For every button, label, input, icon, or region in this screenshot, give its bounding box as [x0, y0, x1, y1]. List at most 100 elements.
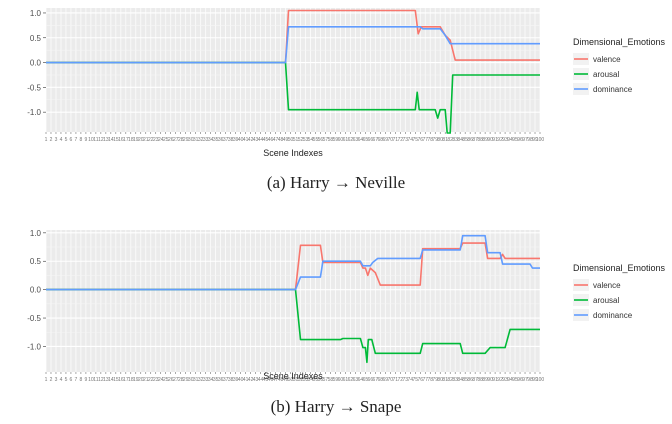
y-tick-label: 1.0: [30, 229, 42, 238]
x-tick-label: 23: [153, 137, 159, 143]
x-tick-label: 31: [193, 137, 199, 143]
x-tick-label: 35: [213, 377, 219, 383]
x-tick-label: 22: [148, 377, 154, 383]
y-tick-label: -1.0: [27, 342, 41, 351]
x-tick-label: 28: [178, 137, 184, 143]
x-tick-label: 52: [298, 137, 304, 143]
x-tick-label: 28: [178, 377, 184, 383]
x-tick-label: 39: [233, 377, 239, 383]
x-tick-label: 84: [457, 377, 463, 383]
x-tick-label: 91: [492, 377, 498, 383]
x-tick-label: 82: [447, 377, 453, 383]
x-tick-label: 95: [512, 137, 518, 143]
x-tick-label: 48: [278, 137, 284, 143]
x-tick-label: 57: [323, 137, 329, 143]
x-tick-label: 87: [472, 377, 478, 383]
plot-panel: [46, 8, 540, 132]
figure-harry-neville: 1.0 0.5 0.0 -0.5 -1.0 1 2 3 4 5 6 7 8 9 10 11 12 13 14 15 16…: [0, 0, 672, 200]
x-tick-label: 24: [158, 377, 164, 383]
x-tick-label: 12: [98, 377, 104, 383]
x-tick-label: 29: [183, 377, 189, 383]
x-tick-label: 18: [128, 137, 134, 143]
x-tick-label: 6: [70, 377, 73, 383]
x-tick-label: 99: [532, 377, 538, 383]
x-tick-label: 90: [487, 377, 493, 383]
x-tick-label: 69: [383, 377, 389, 383]
x-tick-label: 56: [318, 377, 324, 383]
x-tick-label: 16: [118, 137, 124, 143]
x-tick-label: 40: [238, 137, 244, 143]
x-tick-label: 25: [163, 137, 169, 143]
x-tick-label: 6: [70, 137, 73, 143]
x-tick-label: 82: [447, 137, 453, 143]
x-tick-label: 68: [378, 377, 384, 383]
x-tick-label: 2: [50, 377, 53, 383]
x-tick-label: 85: [462, 377, 468, 383]
x-tick-label: 38: [228, 137, 234, 143]
x-tick-label: 86: [467, 377, 473, 383]
x-tick-label: 96: [517, 137, 523, 143]
x-tick-label: 8: [80, 377, 83, 383]
x-tick-label: 21: [143, 377, 149, 383]
x-tick-label: 15: [113, 377, 119, 383]
x-tick-label: 20: [138, 137, 144, 143]
x-tick-label: 4: [60, 377, 63, 383]
x-tick-label: 93: [502, 137, 508, 143]
x-tick-label: 14: [108, 137, 114, 143]
x-tick-label: 92: [497, 377, 503, 383]
x-tick-label: 30: [188, 377, 194, 383]
x-tick-label: 71: [393, 137, 399, 143]
x-tick-label: 77: [422, 377, 428, 383]
x-tick-label: 88: [477, 377, 483, 383]
x-tick-label: 39: [233, 137, 239, 143]
x-tick-label: 30: [188, 137, 194, 143]
x-tick-label: 29: [183, 137, 189, 143]
x-tick-label: 80: [437, 137, 443, 143]
legend-label-arousal: arousal: [593, 70, 619, 79]
x-tick-label: 51: [293, 377, 299, 383]
x-tick-label: 38: [228, 377, 234, 383]
x-tick-label: 55: [313, 377, 319, 383]
x-tick-label: 76: [417, 377, 423, 383]
x-tick-label: 7: [75, 377, 78, 383]
x-tick-label: 34: [208, 377, 214, 383]
x-tick-label: 79: [432, 137, 438, 143]
x-tick-label: 1: [45, 377, 48, 383]
x-tick-label: 10: [88, 137, 94, 143]
x-tick-label: 74: [407, 137, 413, 143]
x-tick-label: 5: [65, 137, 68, 143]
x-tick-label: 54: [308, 377, 314, 383]
x-axis-title: Scene Indexes: [263, 371, 323, 381]
x-tick-label: 34: [208, 137, 214, 143]
x-tick-label: 3: [55, 377, 58, 383]
x-tick-label: 35: [213, 137, 219, 143]
x-tick-label: 64: [358, 377, 364, 383]
x-tick-label: 78: [427, 137, 433, 143]
x-tick-label: 12: [98, 137, 104, 143]
x-tick-label: 58: [328, 377, 334, 383]
x-tick-label: 74: [407, 377, 413, 383]
x-tick-label: 10: [88, 377, 94, 383]
x-tick-label: 44: [258, 377, 264, 383]
x-tick-label: 91: [492, 137, 498, 143]
x-tick-label: 72: [398, 137, 404, 143]
x-tick-label: 59: [333, 137, 339, 143]
y-tick-label: 0.0: [30, 59, 42, 68]
x-tick-label: 62: [348, 137, 354, 143]
x-tick-label: 41: [243, 377, 249, 383]
x-tick-label: 81: [442, 137, 448, 143]
y-tick-label: 0.0: [30, 286, 42, 295]
x-tick-label: 97: [522, 377, 528, 383]
x-tick-label: 97: [522, 137, 528, 143]
x-tick-label: 25: [163, 377, 169, 383]
x-tick-label: 31: [193, 377, 199, 383]
x-tick-label: 22: [148, 137, 154, 143]
x-tick-label: 46: [268, 137, 274, 143]
x-tick-label: 56: [318, 137, 324, 143]
x-tick-label: 9: [85, 377, 88, 383]
legend-label-dominance: dominance: [593, 85, 633, 94]
y-tick-label: -0.5: [27, 314, 41, 323]
x-tick-label: 69: [383, 137, 389, 143]
x-tick-label: 50: [288, 137, 294, 143]
x-tick-label: 93: [502, 377, 508, 383]
